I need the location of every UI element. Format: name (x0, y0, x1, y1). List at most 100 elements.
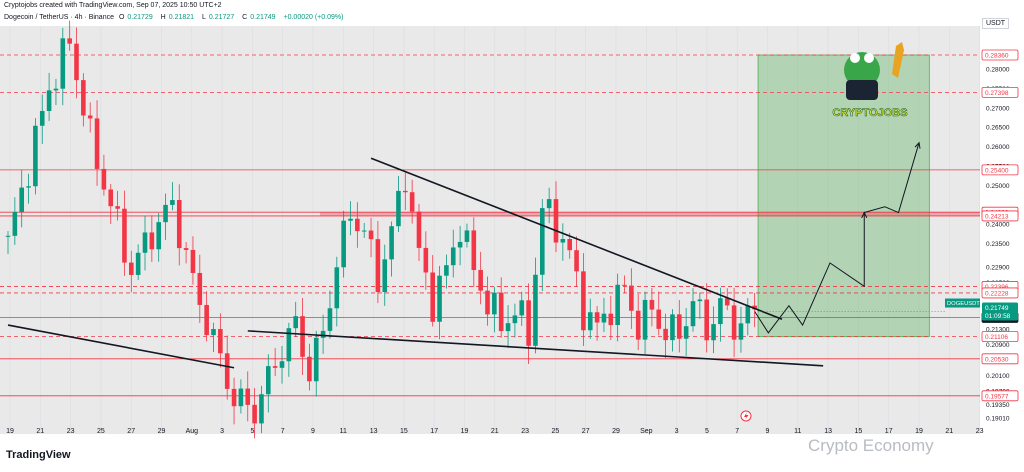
x-tick-label: 27 (582, 428, 590, 435)
change-value: +0.00020 (+0.09%) (283, 14, 344, 21)
x-tick-label: 19 (915, 428, 923, 435)
candle-body (396, 190, 401, 227)
symbol-name[interactable]: Dogecoin / TetherUS · 4h · Binance (4, 14, 114, 21)
candle-body (67, 38, 72, 44)
candle-body (738, 323, 744, 340)
rocket-icon (892, 42, 904, 78)
y-tick-label: 0.22900 (986, 264, 1010, 271)
price-level-label: 0.19577 (985, 393, 1009, 400)
candle-body (53, 88, 59, 91)
candle-body (87, 115, 93, 119)
trendline-upper-descending (370, 157, 783, 320)
candle-body (307, 356, 312, 382)
candle-body (259, 394, 264, 424)
y-tick-label: 0.24000 (986, 222, 1010, 229)
candle-body (81, 80, 86, 116)
x-tick-label: 27 (127, 428, 135, 435)
candle-body (46, 90, 52, 111)
trendline-lower-left-support (7, 324, 235, 369)
y-tick-label: 0.28000 (986, 66, 1010, 73)
price-level-tag (981, 86, 1019, 98)
x-tick-label: 13 (824, 428, 832, 435)
x-tick-label: 11 (794, 428, 801, 435)
candle-body (704, 299, 709, 341)
x-tick-label: 5 (250, 428, 254, 435)
price-level-tag (981, 390, 1019, 402)
candle-body (574, 250, 579, 272)
price-level-label: 0.28360 (985, 53, 1009, 60)
candle-body (457, 241, 463, 248)
candle-body (272, 366, 278, 368)
candle-body (512, 315, 518, 324)
y-tick-label: 0.27000 (986, 105, 1010, 112)
x-tick-label: 11 (340, 428, 347, 435)
candle-body (423, 247, 429, 273)
candle-body (149, 232, 155, 250)
x-tick-label: 23 (67, 428, 75, 435)
candle-body (450, 247, 456, 266)
candle-body (368, 230, 374, 240)
candle-body (498, 292, 504, 332)
candle-body (135, 252, 141, 275)
candle-body (190, 249, 196, 273)
candle-body (129, 262, 134, 275)
price-level-label: 0.21106 (985, 334, 1008, 341)
y-tick-label: 0.20100 (986, 373, 1010, 380)
x-tick-label: 29 (612, 428, 620, 435)
candle-body (163, 204, 168, 223)
candle-body (12, 211, 18, 236)
price-level-label: 0.20530 (985, 356, 1009, 363)
x-tick-label: 19 (6, 428, 14, 435)
candle-body (320, 330, 326, 338)
y-tick-label: 0.19010 (986, 415, 1010, 422)
candle-body (183, 248, 189, 250)
currency-unit-button[interactable]: USDT (982, 18, 1010, 29)
candle-body (156, 222, 161, 250)
candle-body (553, 199, 559, 243)
candle-body (478, 270, 483, 291)
candle-body (293, 316, 298, 329)
candle-body (677, 314, 682, 339)
symbol-tag-label: DOGEUSDT (947, 301, 980, 307)
candle-body (60, 38, 66, 89)
frog-suit-icon (846, 80, 878, 100)
x-tick-label: 19 (461, 428, 469, 435)
candle-body (197, 272, 203, 305)
current-price-label: 0.21749 (985, 305, 1009, 312)
x-tick-label: 17 (885, 428, 893, 435)
candle-body (108, 189, 114, 207)
candle-body (122, 208, 127, 263)
candle-body (176, 200, 182, 249)
candle-body (683, 326, 689, 339)
candle-body (389, 226, 394, 260)
candle-body (656, 309, 662, 329)
candle-body (245, 388, 251, 405)
candle-body (204, 304, 209, 336)
candle-body (690, 301, 696, 327)
candle-body (313, 337, 319, 382)
candle-body (567, 239, 572, 251)
candle-body (224, 353, 230, 389)
candle-body (334, 267, 340, 309)
candle-body (485, 290, 490, 315)
x-tick-label: 25 (552, 428, 560, 435)
high-label: H (160, 14, 166, 21)
candle-body (731, 305, 737, 340)
low-value: 0.21727 (208, 14, 235, 21)
candle-body (211, 329, 216, 336)
candle-body (505, 323, 511, 332)
close-value: 0.21749 (250, 14, 276, 21)
price-level-tag (981, 331, 1019, 342)
candle-body (409, 192, 415, 212)
x-tick-label: 7 (735, 428, 739, 435)
x-tick-label: 21 (491, 428, 499, 435)
x-tick-label: 7 (281, 428, 285, 435)
x-tick-label: Sep (640, 428, 653, 435)
x-tick-label: 21 (36, 428, 44, 435)
candle-body (437, 275, 442, 322)
tradingview-logo[interactable]: TradingView (6, 449, 71, 461)
candle-body (752, 305, 757, 310)
close-label: C (242, 14, 248, 21)
candle-body (745, 305, 751, 324)
